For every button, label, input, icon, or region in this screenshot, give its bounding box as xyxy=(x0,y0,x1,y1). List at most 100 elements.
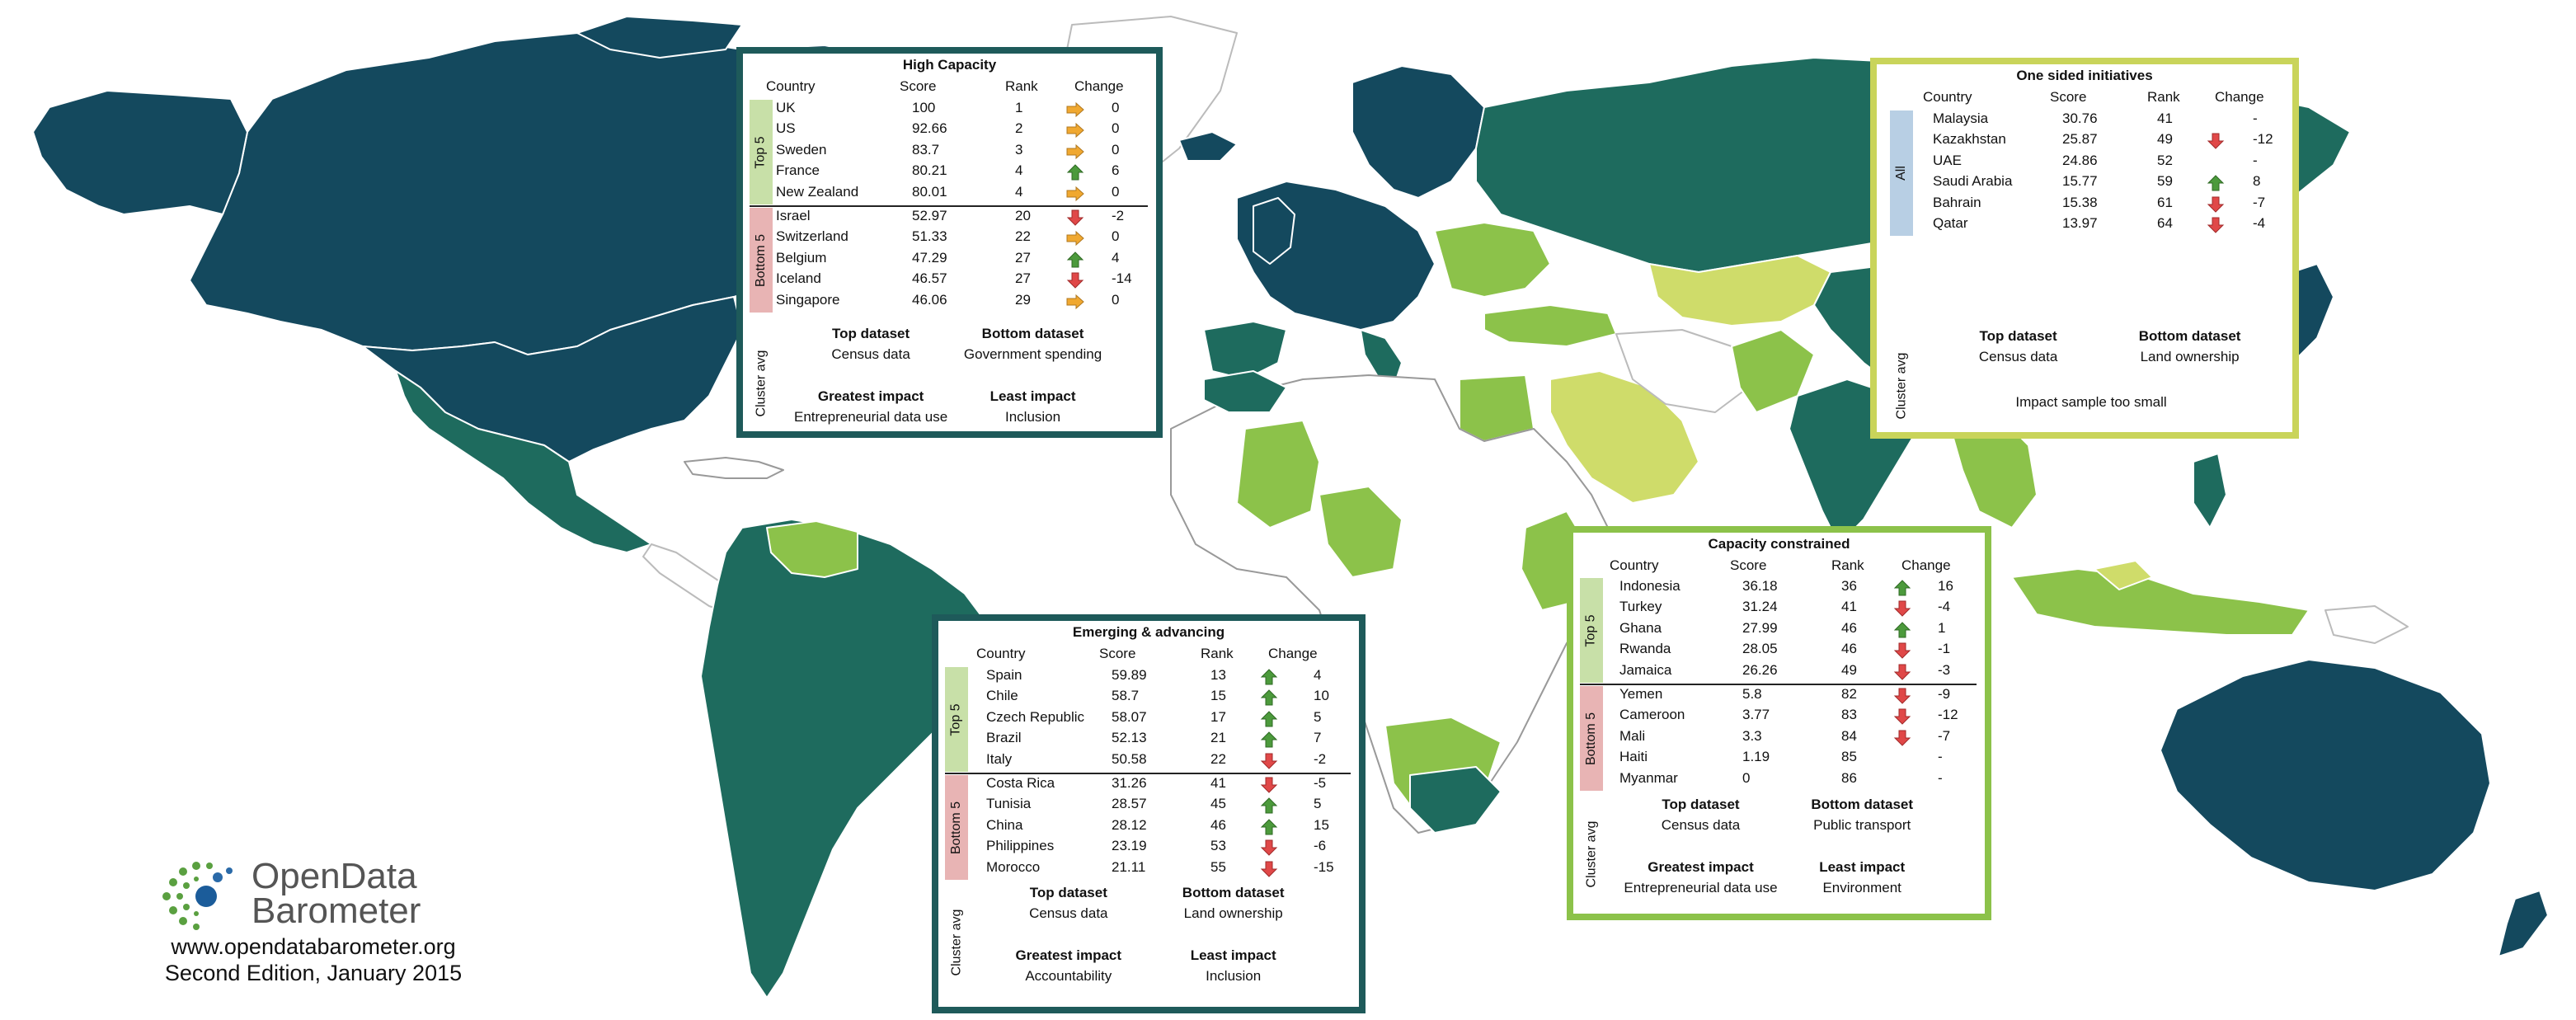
arrow-down-icon xyxy=(1260,777,1278,793)
score-value: 1.19 xyxy=(1742,749,1770,765)
arrow-down-icon xyxy=(1260,839,1278,856)
rank-value: 84 xyxy=(1841,727,1857,744)
change-value: 15 xyxy=(1314,816,1329,833)
least-impact-value: Environment xyxy=(1822,880,1901,895)
score-value: 47.29 xyxy=(912,249,947,266)
top-dataset-value: Census data xyxy=(1029,905,1108,921)
score-value: 3.77 xyxy=(1742,707,1770,723)
country-name: Switzerland xyxy=(776,228,848,245)
arrow-down-icon xyxy=(1893,730,1911,746)
region-saudi-arabia xyxy=(1549,370,1699,504)
table-row: Switzerland 51.33 22 0 xyxy=(743,228,1156,249)
top-dataset-label: Top dataset xyxy=(1029,885,1107,900)
country-name: Indonesia xyxy=(1619,578,1681,594)
rank-value: 49 xyxy=(2157,131,2173,148)
least-impact-value: Inclusion xyxy=(1004,409,1061,425)
logo-wordmark: OpenData Barometer xyxy=(251,856,421,929)
score-value: 21.11 xyxy=(1112,858,1146,875)
arrow-right-icon xyxy=(1066,101,1084,118)
rank-value: 45 xyxy=(1210,796,1226,812)
table-row: Israel 52.97 20 -2 xyxy=(743,208,1156,228)
region-alaska xyxy=(32,90,248,215)
rank-value: 29 xyxy=(1015,291,1031,308)
change-value: 0 xyxy=(1112,100,1120,115)
arrow-up-icon xyxy=(1066,164,1084,181)
header-rank: Rank xyxy=(1831,557,1864,573)
change-value: 16 xyxy=(1938,578,1953,594)
region-scandinavia xyxy=(1351,65,1485,199)
change-value: -12 xyxy=(1938,707,1958,723)
greatest-impact-label: Greatest impact xyxy=(1015,947,1122,963)
top-5-tag: Top 5 xyxy=(945,667,968,772)
table-row: Qatar 13.97 64 -4 xyxy=(1877,215,2292,236)
top-dataset-label: Top dataset xyxy=(832,326,910,341)
score-value: 31.24 xyxy=(1742,599,1778,615)
rank-value: 22 xyxy=(1210,750,1226,767)
table-row: Philippines 23.19 53 -6 xyxy=(938,838,1359,858)
score-value: 0 xyxy=(1742,769,1751,786)
table-row: US 92.66 2 0 xyxy=(743,120,1156,141)
arrow-up-icon xyxy=(2207,175,2225,191)
region-west-africa xyxy=(1236,420,1320,529)
table-row: Haiti 1.19 85 - xyxy=(1573,749,1985,769)
rank-value: 13 xyxy=(1210,667,1226,683)
country-name: Sweden xyxy=(776,141,827,157)
score-value: 46.57 xyxy=(912,270,947,287)
cluster-avg-tag: Cluster avg xyxy=(1894,352,1909,420)
country-name: UAE xyxy=(1933,152,1962,168)
change-value: 0 xyxy=(1112,141,1120,157)
change-value: -15 xyxy=(1314,858,1334,875)
top-dataset-value: Census data xyxy=(1978,349,2058,364)
change-value: 10 xyxy=(1314,688,1329,704)
logo-line1: OpenData xyxy=(251,856,417,896)
change-value: -2 xyxy=(1314,750,1327,767)
table-row: Jamaica 26.26 49 -3 xyxy=(1573,662,1985,683)
change-value: 7 xyxy=(1314,730,1322,746)
score-value: 3.3 xyxy=(1742,727,1762,744)
header-country: Country xyxy=(1923,89,1972,105)
arrow-down-icon xyxy=(1260,753,1278,769)
region-philippines xyxy=(2193,453,2227,529)
table-row: Sweden 83.7 3 0 xyxy=(743,142,1156,162)
change-value: -9 xyxy=(1938,686,1951,702)
divider xyxy=(945,773,1351,774)
arrow-right-icon xyxy=(1066,143,1084,159)
top-5-tag: Top 5 xyxy=(1580,578,1603,683)
change-value: 5 xyxy=(1314,708,1322,725)
bottom-dataset-value: Land ownership xyxy=(2140,349,2240,364)
rank-value: 27 xyxy=(1015,249,1031,266)
score-value: 15.38 xyxy=(2062,194,2098,210)
arrow-down-icon xyxy=(2207,217,2225,233)
region-papua xyxy=(2325,605,2409,644)
header-country: Country xyxy=(766,78,816,94)
region-south-africa xyxy=(1409,766,1502,834)
country-name: France xyxy=(776,162,820,179)
change-value: 8 xyxy=(2253,173,2261,190)
open-data-barometer-logo-icon xyxy=(162,862,233,930)
change-value: - xyxy=(2253,110,2258,126)
website-url[interactable]: www.opendatabarometer.org xyxy=(171,934,456,959)
region-central-africa xyxy=(1319,486,1403,578)
table-row: Turkey 31.24 41 -4 xyxy=(1573,599,1985,619)
header-change: Change xyxy=(2215,89,2264,105)
arrow-up-icon xyxy=(1260,797,1278,814)
score-value: 26.26 xyxy=(1742,661,1778,678)
rank-value: 4 xyxy=(1015,183,1023,200)
country-name: Spain xyxy=(986,667,1022,683)
country-name: Tunisia xyxy=(986,796,1032,812)
change-value: -2 xyxy=(1112,208,1125,223)
region-venezuela xyxy=(766,520,858,578)
country-name: Myanmar xyxy=(1619,769,1678,786)
greatest-impact-value: Entrepreneurial data use xyxy=(1624,880,1778,895)
rank-value: 27 xyxy=(1015,270,1031,287)
score-value: 59.89 xyxy=(1112,667,1147,683)
country-name: Malaysia xyxy=(1933,110,1989,126)
bottom-dataset-label: Bottom dataset xyxy=(2138,328,2241,344)
arrow-up-icon xyxy=(1893,622,1911,638)
country-name: Philippines xyxy=(986,838,1055,854)
table-row: Czech Republic 58.07 17 5 xyxy=(938,709,1359,730)
arrow-down-icon xyxy=(1893,708,1911,726)
score-value: 27.99 xyxy=(1742,619,1778,636)
change-value: 6 xyxy=(1112,162,1120,179)
